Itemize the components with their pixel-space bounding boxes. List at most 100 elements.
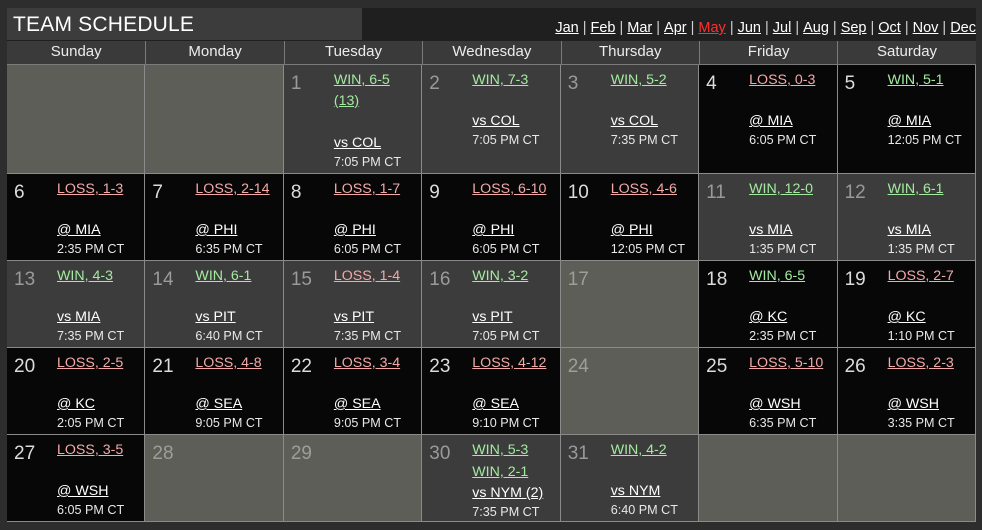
month-separator: |: [904, 20, 909, 36]
game-result-link[interactable]: WIN, 6-5 (13): [333, 72, 390, 109]
month-link-feb[interactable]: Feb: [590, 20, 616, 36]
game-result-link[interactable]: LOSS, 4-12: [472, 355, 547, 371]
game-result-link[interactable]: LOSS, 1-3: [57, 181, 124, 197]
opponent-link[interactable]: @ MIA: [749, 113, 793, 129]
day-number: 8: [290, 182, 302, 203]
month-link-sep[interactable]: Sep: [840, 20, 867, 36]
opponent-link[interactable]: @ SEA: [472, 396, 520, 412]
opponent-link[interactable]: @ WSH: [57, 483, 109, 499]
game-result-link[interactable]: WIN, 5-3: [472, 442, 529, 458]
game-result-link[interactable]: LOSS, 2-5: [57, 355, 124, 371]
month-link-jun[interactable]: Jun: [737, 20, 761, 36]
opponent-link[interactable]: @ KC: [749, 309, 788, 325]
game-result-link[interactable]: LOSS, 3-5: [57, 442, 124, 458]
game-result-link[interactable]: LOSS, 3-4: [333, 355, 401, 371]
calendar-cell-day-16: 16 WIN, 3-2 vs PIT 7:05 PM CT: [422, 261, 561, 348]
opponent-link[interactable]: vs MIA: [749, 222, 793, 238]
game-result-link[interactable]: LOSS, 4-6: [610, 181, 677, 197]
game-result-link[interactable]: WIN, 6-1: [887, 181, 944, 197]
opponent-link[interactable]: vs COL: [472, 113, 520, 129]
day-number: 26: [844, 356, 866, 377]
opponent-link[interactable]: vs MIA: [57, 309, 101, 325]
opponent-link[interactable]: @ PHI: [472, 222, 515, 238]
opponent-link[interactable]: vs COL: [610, 113, 659, 129]
game-info: LOSS, 3-4 @ SEA 9:05 PM CT: [334, 353, 419, 431]
game-time: 9:10 PM CT: [472, 416, 540, 430]
month-link-apr[interactable]: Apr: [664, 20, 687, 36]
game-result-link[interactable]: WIN, 4-3: [57, 268, 113, 284]
month-separator: |: [582, 20, 587, 36]
game-result-link[interactable]: WIN, 4-2: [610, 442, 667, 458]
game-result-link[interactable]: LOSS, 1-7: [333, 181, 401, 197]
game-info: WIN, 6-5 @ KC 2:35 PM CT: [749, 266, 834, 344]
opponent-link[interactable]: vs PIT: [333, 309, 375, 325]
month-link-dec[interactable]: Dec: [950, 20, 976, 36]
game-result-link[interactable]: WIN, 3-2: [472, 268, 529, 284]
calendar-cell-day-29: 29: [283, 435, 423, 522]
weekday-tuesday: Tuesday: [283, 41, 423, 65]
opponent-link[interactable]: @ PHI: [333, 222, 376, 238]
game-result-link[interactable]: WIN, 2-1: [472, 464, 529, 480]
month-link-nov[interactable]: Nov: [912, 20, 939, 36]
game-result-link[interactable]: LOSS, 6-10: [472, 181, 547, 197]
opponent-link[interactable]: @ WSH: [887, 396, 940, 412]
game-result-link[interactable]: LOSS, 2-7: [887, 268, 954, 284]
game-result-link[interactable]: LOSS, 1-4: [333, 268, 401, 284]
month-link-oct[interactable]: Oct: [878, 20, 901, 36]
game-result-link[interactable]: LOSS, 5-10: [749, 355, 824, 371]
month-link-aug[interactable]: Aug: [803, 20, 829, 36]
month-separator: |: [690, 20, 695, 36]
opponent-link[interactable]: vs COL: [333, 135, 382, 151]
game-result-link[interactable]: LOSS, 2-14: [195, 181, 270, 197]
page-title: TEAM SCHEDULE: [13, 13, 195, 36]
game-result-link[interactable]: WIN, 5-1: [887, 72, 944, 88]
game-time: 6:05 PM CT: [749, 133, 817, 147]
game-info: LOSS, 6-10 @ PHI 6:05 PM CT: [472, 179, 557, 257]
opponent-link[interactable]: vs PIT: [195, 309, 236, 325]
opponent-link[interactable]: @ WSH: [749, 396, 801, 412]
month-separator: |: [764, 20, 769, 36]
opponent-link[interactable]: @ KC: [887, 309, 926, 325]
opponent-link[interactable]: vs NYM (2): [472, 485, 544, 501]
title-bar: TEAM SCHEDULE: [7, 8, 362, 40]
weekday-thursday: Thursday: [560, 41, 699, 65]
game-info: LOSS, 2-14 @ PHI 6:35 PM CT: [195, 179, 280, 257]
month-link-jul[interactable]: Jul: [772, 20, 792, 36]
day-number: 13: [14, 269, 36, 290]
month-separator: |: [619, 20, 624, 36]
month-link-mar[interactable]: Mar: [627, 20, 653, 36]
opponent-link[interactable]: vs PIT: [472, 309, 513, 325]
game-result-link[interactable]: WIN, 12-0: [749, 181, 813, 197]
opponent-link[interactable]: @ SEA: [195, 396, 243, 412]
opponent-link[interactable]: @ PHI: [195, 222, 238, 238]
opponent-link[interactable]: vs NYM: [610, 483, 661, 499]
game-result-link[interactable]: LOSS, 4-8: [195, 355, 262, 371]
game-time: 2:35 PM CT: [749, 329, 817, 343]
calendar-cell-day-31: 31 WIN, 4-2 vs NYM 6:40 PM CT: [560, 435, 700, 522]
opponent-link[interactable]: vs MIA: [887, 222, 931, 238]
game-result-link[interactable]: WIN, 7-3: [472, 72, 529, 88]
calendar-cell-day-25: 25 LOSS, 5-10 @ WSH 6:35 PM CT: [699, 348, 838, 435]
game-info: LOSS, 5-10 @ WSH 6:35 PM CT: [749, 353, 834, 431]
game-time: 9:05 PM CT: [195, 416, 263, 430]
game-result-link[interactable]: WIN, 6-1: [195, 268, 252, 284]
game-result-link[interactable]: LOSS, 2-3: [887, 355, 954, 371]
opponent-link[interactable]: @ SEA: [333, 396, 381, 412]
calendar-cell-day-1: 1 WIN, 6-5 (13) vs COL 7:05 PM CT: [283, 65, 423, 174]
game-info: WIN, 12-0 vs MIA 1:35 PM CT: [749, 179, 834, 257]
opponent-link[interactable]: @ PHI: [610, 222, 653, 238]
opponent-link[interactable]: @ MIA: [887, 113, 932, 129]
day-number: 27: [14, 443, 36, 464]
month-link-jan[interactable]: Jan: [555, 20, 579, 36]
calendar-cell-day-14: 14 WIN, 6-1 vs PIT 6:40 PM CT: [145, 261, 284, 348]
game-info: LOSS, 1-4 vs PIT 7:35 PM CT: [334, 266, 419, 344]
game-result-link[interactable]: WIN, 6-5: [749, 268, 806, 284]
month-link-may[interactable]: May: [698, 20, 726, 36]
game-result-link[interactable]: WIN, 5-2: [610, 72, 667, 88]
opponent-link[interactable]: @ KC: [57, 396, 96, 412]
game-result-link[interactable]: LOSS, 0-3: [749, 72, 816, 88]
opponent-link[interactable]: @ MIA: [57, 222, 101, 238]
day-number: 31: [567, 443, 589, 464]
game-info: LOSS, 3-5 @ WSH 6:05 PM CT: [57, 440, 142, 518]
month-separator: |: [656, 20, 661, 36]
